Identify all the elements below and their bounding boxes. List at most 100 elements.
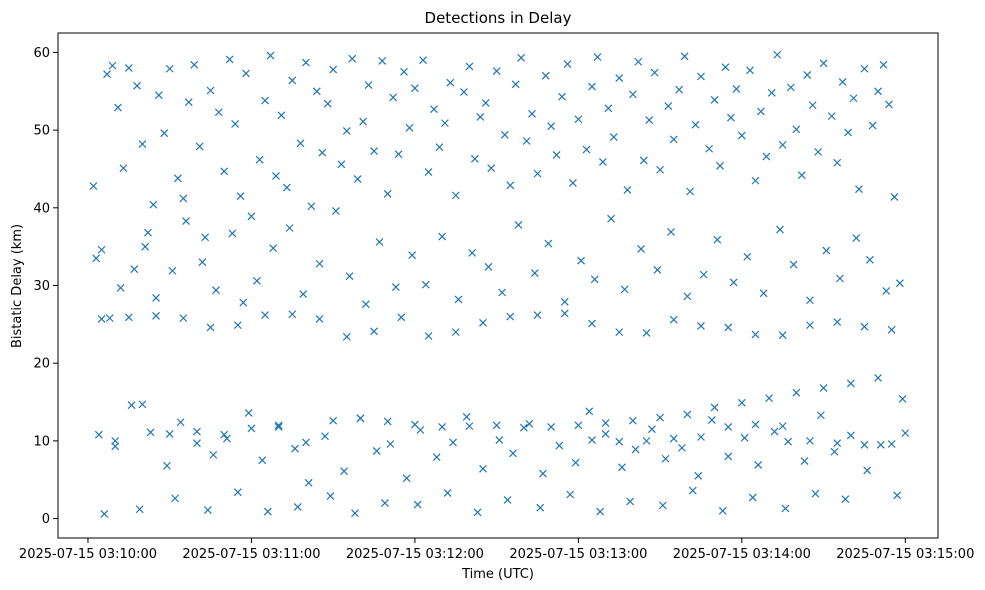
data-point	[786, 83, 795, 92]
data-point	[669, 434, 678, 443]
data-point	[190, 60, 199, 69]
data-point	[302, 438, 310, 447]
data-point	[261, 311, 269, 319]
data-point	[746, 66, 754, 75]
data-point	[331, 206, 340, 215]
data-point	[168, 266, 177, 275]
data-point	[381, 499, 389, 507]
data-point	[593, 53, 602, 62]
data-point	[152, 311, 161, 320]
data-point	[340, 467, 348, 476]
data-point	[754, 461, 763, 469]
data-point	[410, 420, 419, 429]
data-point	[163, 461, 171, 470]
data-point	[397, 313, 406, 322]
data-point	[282, 183, 291, 192]
data-point	[895, 279, 904, 288]
data-point	[688, 486, 697, 495]
data-point	[321, 432, 329, 441]
data-point	[732, 85, 741, 93]
data-point	[127, 401, 136, 410]
data-point	[315, 314, 324, 323]
data-point	[454, 295, 463, 304]
data-point	[656, 413, 665, 422]
data-point	[239, 298, 248, 307]
data-point	[462, 412, 471, 421]
data-point	[598, 158, 607, 166]
data-point	[710, 95, 719, 104]
data-point	[165, 64, 174, 73]
data-point	[242, 69, 250, 78]
data-point	[419, 56, 428, 65]
data-point	[541, 71, 550, 80]
data-point	[590, 275, 599, 284]
data-point	[868, 121, 877, 130]
data-point	[484, 262, 493, 271]
data-point	[89, 182, 98, 190]
data-point	[560, 309, 569, 318]
data-point	[103, 70, 111, 79]
data-point	[176, 418, 185, 427]
x-tick-label: 2025-07-15 03:14:00	[673, 547, 811, 562]
data-point	[628, 416, 637, 425]
data-point	[724, 422, 733, 431]
data-point	[209, 450, 218, 459]
data-point	[729, 278, 738, 287]
data-point	[511, 80, 520, 89]
data-point	[378, 57, 387, 65]
data-point	[778, 422, 787, 431]
data-point	[604, 104, 613, 113]
data-point	[451, 191, 460, 200]
data-point	[492, 421, 501, 430]
data-point	[833, 439, 842, 448]
data-point	[860, 64, 869, 73]
data-point	[500, 130, 509, 139]
y-tick-label: 30	[33, 279, 50, 294]
data-point	[182, 217, 190, 225]
data-point	[626, 497, 635, 506]
data-point	[304, 478, 313, 487]
data-point	[94, 430, 103, 439]
data-point	[631, 445, 640, 454]
data-point	[547, 122, 556, 131]
data-point	[874, 374, 882, 382]
data-point	[432, 453, 441, 462]
data-point	[816, 411, 825, 420]
data-point	[201, 233, 210, 242]
data-point	[383, 189, 392, 198]
data-point	[566, 490, 575, 499]
data-point	[438, 422, 447, 431]
data-point	[830, 447, 839, 456]
data-point	[465, 62, 474, 71]
data-point	[361, 300, 370, 309]
data-point	[372, 447, 381, 455]
data-point	[307, 202, 316, 211]
data-point	[637, 245, 645, 253]
y-tick-label: 20	[33, 357, 50, 372]
data-point	[615, 74, 624, 82]
data-point	[465, 422, 474, 431]
data-point	[394, 150, 403, 159]
data-point	[345, 272, 354, 281]
data-point	[849, 94, 858, 103]
data-point	[811, 489, 820, 498]
data-point	[806, 296, 814, 305]
data-point	[620, 285, 629, 294]
data-point	[370, 147, 378, 156]
data-point	[124, 313, 133, 322]
data-point	[114, 103, 122, 112]
data-point	[222, 434, 231, 443]
data-point	[669, 135, 678, 144]
data-point	[492, 67, 501, 75]
data-point	[846, 431, 855, 440]
data-point	[228, 229, 237, 238]
x-tick-label: 2025-07-15 03:12:00	[346, 547, 484, 562]
data-point	[258, 456, 267, 465]
data-point	[675, 85, 684, 94]
data-point	[835, 274, 844, 283]
data-point	[778, 331, 787, 340]
data-point	[860, 322, 869, 331]
data-point	[642, 436, 651, 445]
data-point	[184, 98, 193, 107]
